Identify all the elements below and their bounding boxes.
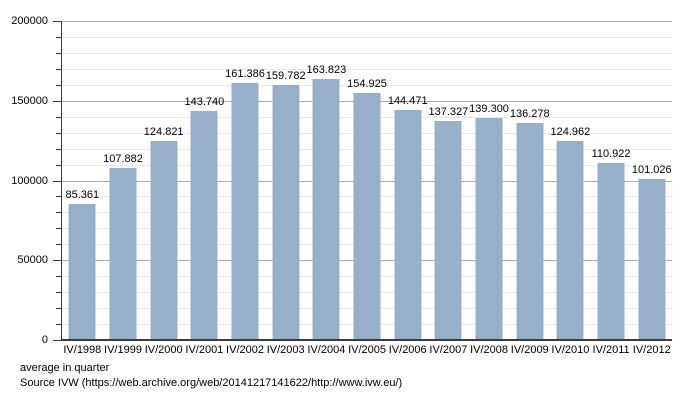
bar-slot: 139.300 IV/2008: [469, 21, 510, 356]
bar: [68, 203, 96, 340]
y-tick-label: 150000: [11, 94, 48, 107]
bar: [475, 117, 503, 340]
footer-caption: average in quarter: [20, 362, 110, 374]
bar-slot: 101.026 IV/2012: [631, 21, 672, 356]
chart-footer: average in quarter Source IVW (https://w…: [20, 361, 402, 391]
x-tick-label: IV/1999: [104, 344, 142, 356]
bar: [109, 167, 137, 340]
bar: [312, 78, 340, 340]
y-tick-label: 100000: [11, 174, 48, 187]
bar: [231, 82, 259, 340]
bars-row: 85.361 IV/1998 107.882 IV/1999 124.821 IV/200…: [62, 21, 672, 356]
bar-value-label: 124.962: [550, 125, 591, 138]
x-tick-label: IV/2000: [144, 344, 183, 356]
bar-slot: 124.821 IV/2000: [143, 21, 184, 356]
y-minor-tick: [56, 308, 61, 310]
bar-value-label: 143.740: [184, 95, 225, 108]
bar-value-label: 101.026: [631, 163, 672, 176]
bar-value-label: 124.821: [143, 125, 184, 138]
minor-gridline: [62, 36, 672, 38]
y-axis-line: [61, 21, 62, 340]
minor-gridline: [62, 68, 672, 70]
bar: [434, 120, 462, 340]
x-tick-label: IV/2006: [388, 344, 427, 356]
bar-value-label: 144.471: [387, 94, 428, 107]
bar-value-label: 139.300: [469, 102, 509, 115]
bar-value-label: 154.925: [347, 77, 387, 90]
bar-slot: 144.471 IV/2006: [387, 21, 428, 356]
footer-source: Source IVW (https://web.archive.org/web/…: [20, 377, 403, 389]
bar-slot: 143.740 IV/2001: [184, 21, 225, 356]
bar: [556, 140, 584, 340]
major-gridline: [62, 21, 672, 22]
x-tick-label: IV/2011: [592, 344, 630, 356]
y-minor-tick: [56, 132, 61, 134]
plot-area: 85.361 IV/1998 107.882 IV/1999 124.821 IV/200…: [11, 15, 672, 356]
bar: [150, 140, 178, 340]
x-tick-label: IV/2009: [510, 344, 549, 356]
y-minor-tick: [56, 292, 61, 294]
x-tick-label: IV/2004: [307, 344, 346, 356]
y-minor-tick: [56, 116, 61, 118]
y-major-tick: [53, 100, 61, 102]
y-major-tick: [53, 180, 61, 182]
y-minor-tick: [56, 52, 61, 54]
bar-value-label: 107.882: [103, 152, 143, 165]
bar-value-label: 136.278: [509, 107, 550, 120]
y-minor-tick: [56, 36, 61, 38]
bar: [272, 85, 300, 340]
x-tick-label: IV/2008: [470, 344, 509, 356]
bar-slot: 159.782 IV/2003: [265, 21, 306, 356]
bar-slot: 110.922 IV/2011: [591, 21, 632, 356]
y-minor-tick: [56, 196, 61, 198]
y-tick-label: 0: [41, 334, 48, 346]
y-major-tick: [53, 21, 61, 22]
x-axis-line: [61, 339, 672, 341]
x-tick-label: IV/2003: [266, 344, 305, 356]
bar-slot: 154.925 IV/2005: [347, 21, 388, 356]
y-minor-tick: [56, 212, 61, 214]
x-tick-label: IV/2012: [632, 344, 671, 356]
y-minor-tick: [56, 84, 61, 86]
bar-slot: 137.327 IV/2007: [428, 21, 469, 356]
y-minor-tick: [56, 148, 61, 150]
x-tick-label: IV/2002: [226, 344, 264, 356]
x-tick-label: IV/2005: [348, 344, 386, 356]
bar-value-label: 159.782: [265, 70, 306, 83]
y-minor-tick: [56, 68, 61, 70]
y-major-tick: [53, 340, 61, 341]
y-tick-label: 50000: [17, 254, 48, 267]
x-tick-label: IV/2007: [429, 344, 468, 356]
bar-value-label: 85.361: [65, 188, 100, 201]
bar-value-label: 137.327: [428, 105, 469, 118]
bar: [516, 122, 544, 340]
bar-slot: 136.278 IV/2009: [509, 21, 550, 356]
minor-gridline: [62, 52, 672, 54]
bar-slot: 85.361 IV/1998: [62, 21, 103, 356]
bar: [638, 178, 666, 340]
bar: [190, 110, 218, 340]
bar-slot: 161.386 IV/2002: [225, 21, 266, 356]
bar-slot: 107.882 IV/1999: [103, 21, 144, 356]
y-minor-tick: [56, 228, 61, 230]
x-tick-label: IV/1998: [63, 344, 102, 356]
y-minor-tick: [56, 164, 61, 166]
y-minor-tick: [56, 244, 61, 246]
bar-value-label: 163.823: [306, 63, 347, 76]
bar-slot: 163.823 IV/2004: [306, 21, 347, 356]
bar: [597, 163, 625, 340]
bar: [394, 109, 422, 340]
bar-slot: 124.962 IV/2010: [550, 21, 591, 356]
minor-gridline: [62, 84, 672, 86]
x-tick-label: IV/2001: [185, 344, 224, 356]
y-major-tick: [53, 260, 61, 262]
bar-value-label: 110.922: [591, 148, 631, 161]
y-minor-tick: [56, 324, 61, 326]
y-tick-label: 200000: [11, 15, 48, 27]
bar: [353, 92, 381, 340]
x-tick-label: IV/2010: [551, 344, 590, 356]
bar-value-label: 161.386: [225, 67, 265, 80]
y-minor-tick: [56, 276, 61, 278]
